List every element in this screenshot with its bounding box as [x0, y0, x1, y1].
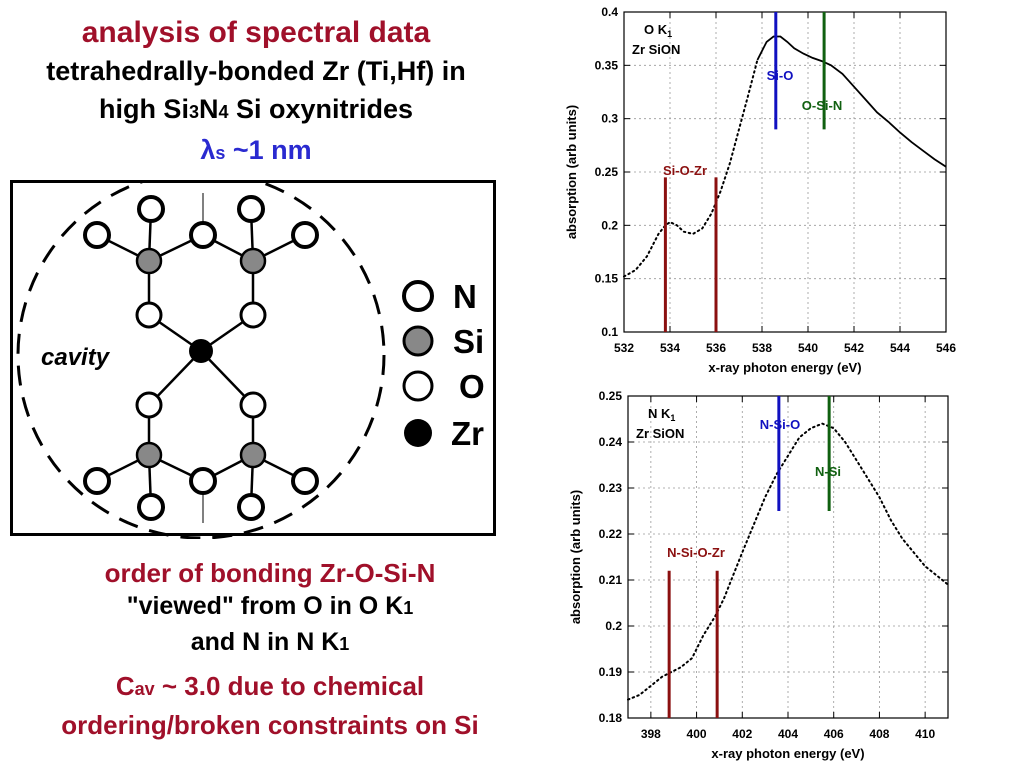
- subtitle-line-1: tetrahedrally-bonded Zr (Ti,Hf) in: [46, 56, 466, 86]
- inset-label-edge: N K1: [648, 406, 675, 423]
- spectrum-series-0: [627, 422, 949, 701]
- y-tick-label: 0.23: [599, 481, 623, 495]
- spectrum-series-1: [756, 35, 947, 168]
- inset-label-sample: Zr SiON: [636, 426, 684, 441]
- atom-legend: N Si O Zr: [402, 278, 485, 452]
- legend-n-swatch: [402, 280, 434, 312]
- y-tick-label: 0.18: [599, 711, 623, 725]
- y-tick-label: 0.22: [599, 527, 623, 541]
- y-tick-label: 0.25: [595, 165, 619, 179]
- legend-n-label: N: [453, 278, 477, 315]
- bottom-text-block: order of bonding Zr-O-Si-N "viewed" from…: [0, 556, 540, 743]
- inset-label-edge: O K1: [644, 22, 672, 39]
- y-axis-label: absorption (arb units): [564, 105, 579, 239]
- bonding-order-text: order of bonding Zr-O-Si-N: [104, 558, 436, 588]
- peak-marker-label: Si-O: [767, 68, 794, 83]
- length-scale: λs ~1 nm: [200, 135, 312, 165]
- inset-label-sample: Zr SiON: [632, 42, 680, 57]
- zirconium-atom: [189, 339, 213, 363]
- x-tick-label: 536: [706, 341, 726, 355]
- constraints-text: ordering/broken constraints on Si: [61, 710, 479, 740]
- y-axis-label: absorption (arb units): [568, 490, 583, 624]
- x-tick-label: 398: [641, 727, 661, 741]
- x-tick-label: 410: [915, 727, 935, 741]
- y-tick-label: 0.35: [595, 58, 619, 72]
- silicon-atoms: [135, 247, 267, 469]
- lambda-symbol: λ: [200, 135, 216, 165]
- peak-marker-label: N-Si: [815, 464, 841, 479]
- x-tick-label: 538: [752, 341, 772, 355]
- legend-si-swatch: [402, 325, 434, 357]
- spectrum-series-0: [623, 59, 759, 278]
- y-tick-label: 0.4: [601, 5, 618, 19]
- x-tick-label: 402: [732, 727, 752, 741]
- x-axis-label: x-ray photon energy (eV): [711, 746, 864, 761]
- legend-si-label: Si: [453, 323, 484, 360]
- peak-marker-label: N-Si-O-Zr: [667, 545, 725, 560]
- cavity-boundary: [16, 170, 386, 540]
- y-tick-label: 0.2: [605, 619, 622, 633]
- cav-text: Cav ~ 3.0 due to chemical: [115, 671, 425, 701]
- viewed-from-text: "viewed" from O in O K1: [126, 592, 414, 620]
- legend-o-swatch: [402, 370, 434, 402]
- x-tick-label: 544: [890, 341, 910, 355]
- legend-zr-swatch: [404, 419, 432, 447]
- y-tick-label: 0.3: [601, 112, 618, 126]
- peak-marker-label: O-Si-N: [802, 98, 842, 113]
- x-tick-label: 532: [614, 341, 634, 355]
- molecule-diagram-box: cavity N Si O Zr: [10, 170, 496, 540]
- y-tick-label: 0.15: [595, 272, 619, 286]
- molecule-diagram: cavity N Si O Zr: [16, 170, 485, 540]
- x-tick-label: 400: [687, 727, 707, 741]
- nitrogen-atoms: [83, 195, 319, 521]
- x-tick-label: 546: [936, 341, 956, 355]
- x-tick-label: 534: [660, 341, 680, 355]
- y-tick-label: 0.19: [599, 665, 623, 679]
- legend-zr-label: Zr: [451, 415, 484, 452]
- legend-o-label: O: [459, 368, 485, 405]
- x-tick-label: 540: [798, 341, 818, 355]
- x-tick-label: 408: [869, 727, 889, 741]
- oxygen-atoms: [135, 301, 267, 419]
- peak-marker-label: N-Si-O: [760, 417, 800, 432]
- subtitle-line-2: high Si3N4 Si oxynitrides: [98, 94, 414, 124]
- slide-title: analysis of spectral data: [81, 16, 431, 49]
- x-axis-label: x-ray photon energy (eV): [708, 360, 861, 375]
- nk-text: and N in N K1: [190, 628, 350, 656]
- title-block: analysis of spectral data tetrahedrally-…: [0, 14, 512, 172]
- o-k1-spectrum-chart: 532 534 536 538 540 542 544 546 0.1 0.15 0.2 0.25 0.…: [564, 5, 956, 375]
- y-tick-label: 0.21: [599, 573, 623, 587]
- y-tick-label: 0.25: [599, 389, 623, 403]
- x-tick-label: 404: [778, 727, 798, 741]
- y-tick-label: 0.24: [599, 435, 623, 449]
- peak-marker-label: Si-O-Zr: [663, 163, 707, 178]
- y-tick-label: 0.2: [601, 218, 618, 232]
- y-tick-label: 0.1: [601, 325, 618, 339]
- x-tick-label: 542: [844, 341, 864, 355]
- cavity-label: cavity: [41, 344, 111, 371]
- x-tick-label: 406: [824, 727, 844, 741]
- n-k1-spectrum-chart: 398 400 402 404 406 408 410 0.18 0.19 0.2 0.21 0.22…: [568, 389, 949, 761]
